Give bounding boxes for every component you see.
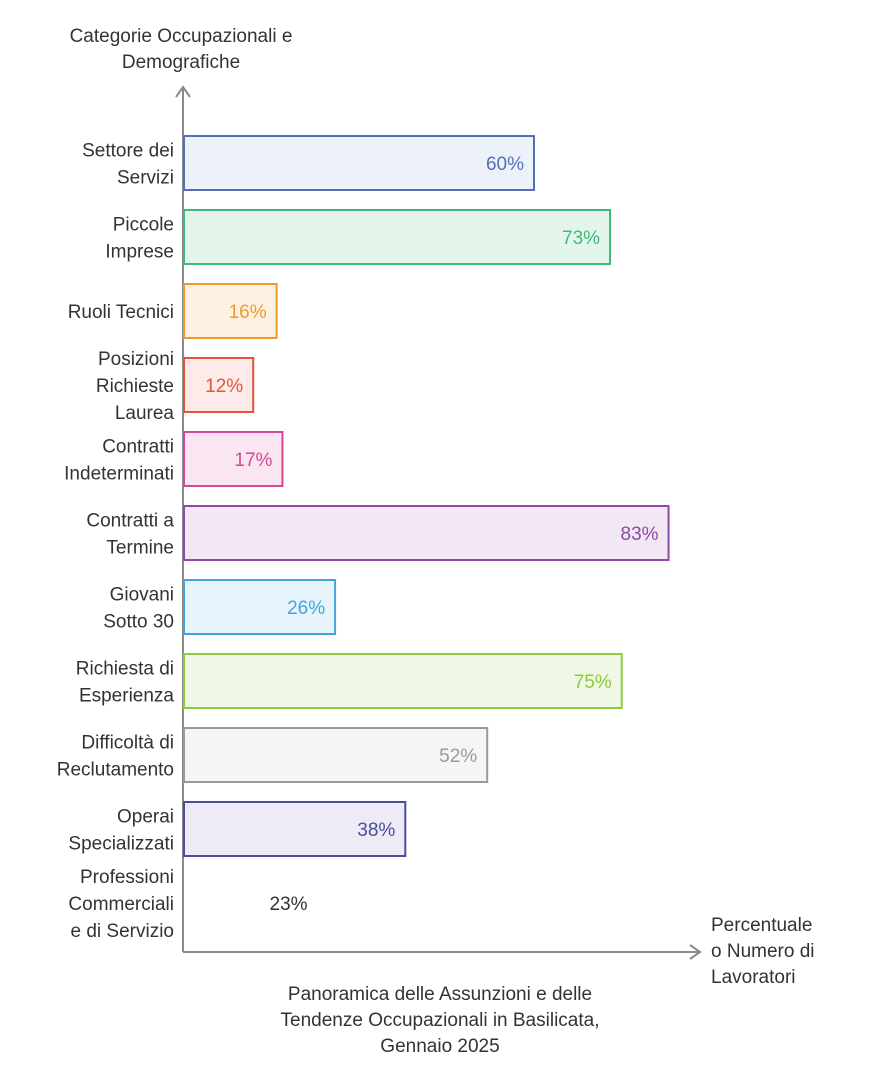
bar-value-label: 26%	[287, 598, 325, 619]
category-label: Piccole	[113, 215, 174, 236]
category-label: e di Servizio	[71, 921, 175, 942]
bar	[183, 727, 489, 783]
bar-value-label: 16%	[229, 302, 267, 323]
category-label: Richieste	[96, 376, 174, 397]
category-label: Commerciali	[68, 894, 174, 915]
x-axis-arrow-icon	[689, 944, 702, 960]
bar	[183, 209, 612, 265]
category-label: Contratti a	[86, 511, 174, 532]
bar	[183, 653, 623, 709]
category-label: Richiesta di	[76, 659, 174, 680]
x-axis-title: o Numero di	[711, 941, 815, 962]
category-label: Termine	[106, 538, 174, 559]
bar	[183, 579, 337, 635]
category-label: Giovani	[110, 585, 174, 606]
category-label: Ruoli Tecnici	[68, 302, 174, 323]
category-label: Sotto 30	[103, 612, 174, 633]
category-label: Operai	[117, 807, 174, 828]
category-label: Specializzati	[68, 834, 174, 855]
category-label: Imprese	[105, 242, 174, 263]
category-label: Esperienza	[79, 686, 174, 707]
bar	[183, 283, 278, 339]
category-label: Posizioni	[98, 349, 174, 370]
category-label: Settore dei	[82, 141, 174, 162]
bar-value-label: 73%	[562, 228, 600, 249]
category-label: Reclutamento	[57, 760, 174, 781]
bar-value-label: 60%	[486, 154, 524, 175]
x-axis-title: Percentuale	[711, 915, 812, 936]
bar	[183, 505, 670, 561]
bar-value-label: 38%	[357, 820, 395, 841]
category-label: Professioni	[80, 867, 174, 888]
chart-title: Panoramica delle Assunzioni e delle	[288, 984, 592, 1005]
category-labels: Settore dei Servizi Piccole Imprese Ruoli Te…	[57, 141, 175, 943]
y-axis-title: Demografiche	[122, 52, 240, 73]
bar-value-label: 12%	[205, 376, 243, 397]
category-label: Indeterminati	[64, 464, 174, 485]
category-label: Contratti	[102, 437, 174, 458]
chart-title: Tendenze Occupazionali in Basilicata,	[281, 1010, 600, 1031]
bar-value-label: 83%	[621, 524, 659, 545]
bar-value-label: 17%	[234, 450, 272, 471]
bar	[183, 357, 255, 413]
titles: Categorie Occupazionali e Demografiche Per…	[70, 26, 815, 1057]
category-label: Servizi	[117, 168, 174, 189]
x-axis-title: Lavoratori	[711, 967, 796, 988]
bar	[183, 135, 535, 191]
y-axis-arrow-icon	[175, 85, 191, 98]
bar	[183, 431, 284, 487]
category-label: Laurea	[115, 403, 175, 424]
category-label: Difficoltà di	[81, 733, 174, 754]
y-axis-title: Categorie Occupazionali e	[70, 26, 293, 47]
chart-title: Gennaio 2025	[380, 1036, 499, 1057]
bar-value-label: 75%	[574, 672, 612, 693]
bar-value-label: 52%	[439, 746, 477, 767]
bars: 60% 73% 16% 12% 17% 83% 26% 75% 52% 38% 23%	[183, 135, 670, 915]
bar-value-label: 23%	[270, 894, 308, 915]
bar	[183, 801, 407, 857]
